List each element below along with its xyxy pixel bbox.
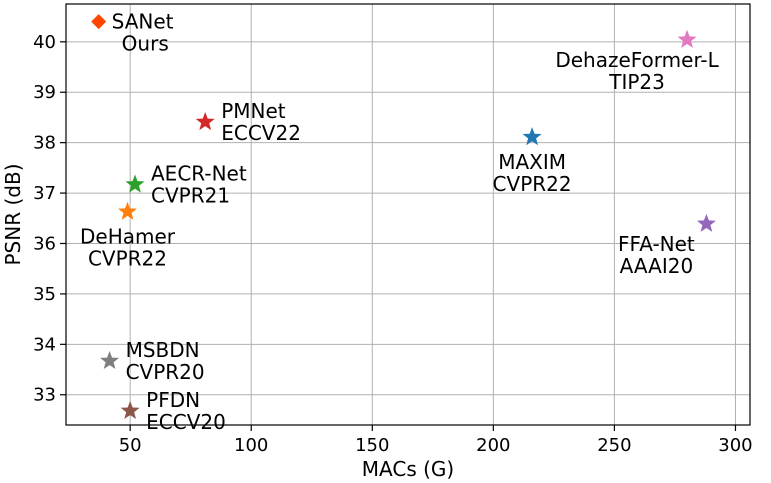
point-sanet-venue: Ours xyxy=(122,32,169,56)
point-pmnet-name: PMNet xyxy=(221,99,286,123)
point-pmnet-marker xyxy=(195,111,215,131)
data-points xyxy=(91,14,716,419)
x-tick-label: 50 xyxy=(119,435,142,456)
point-msbdn-venue: CVPR20 xyxy=(126,360,205,384)
point-pfdn-venue: ECCV20 xyxy=(146,410,226,434)
y-axis-ticks: 33 34 35 36 37 38 39 40 xyxy=(33,32,66,406)
y-axis-label: PSNR (dB) xyxy=(1,164,25,266)
point-dehazeformer-l-marker xyxy=(677,29,697,48)
y-tick-label: 40 xyxy=(33,32,56,53)
y-tick-label: 37 xyxy=(33,183,56,204)
point-aecr-net-name: AECR-Net xyxy=(151,162,247,186)
point-msbdn-name: MSBDN xyxy=(126,338,200,362)
point-maxim-name: MAXIM xyxy=(498,150,566,174)
x-tick-label: 200 xyxy=(476,435,510,456)
x-axis-ticks: 50 100 150 200 250 300 xyxy=(119,425,753,456)
point-dehamer-marker xyxy=(117,201,138,220)
grid-lines xyxy=(66,4,750,425)
point-dehazeformer-l-name: DehazeFormer-L xyxy=(555,48,719,72)
x-tick-label: 100 xyxy=(234,435,268,456)
point-aecr-net-marker xyxy=(125,174,145,193)
point-dehazeformer-l-venue: TIP23 xyxy=(608,70,665,94)
x-axis-label: MACs (G) xyxy=(362,457,454,481)
x-tick-label: 300 xyxy=(718,435,752,456)
point-maxim-venue: CVPR22 xyxy=(493,172,572,196)
plot-frame xyxy=(65,3,751,426)
point-ffa-net-name: FFA-Net xyxy=(618,232,695,256)
point-pmnet-venue: ECCV22 xyxy=(221,121,301,145)
y-tick-label: 38 xyxy=(33,133,56,154)
point-sanet-marker xyxy=(91,14,107,30)
point-dehamer-name: DeHamer xyxy=(80,225,176,249)
point-pfdn-marker xyxy=(120,400,140,419)
y-tick-label: 33 xyxy=(33,385,56,406)
point-maxim-marker xyxy=(522,127,542,146)
x-tick-label: 150 xyxy=(355,435,389,456)
point-ffa-net-marker xyxy=(696,213,716,232)
point-ffa-net-venue: AAAI20 xyxy=(620,254,694,278)
x-tick-label: 250 xyxy=(597,435,631,456)
point-sanet-name: SANet xyxy=(112,10,174,34)
point-msbdn-marker xyxy=(100,350,120,370)
y-tick-label: 36 xyxy=(33,233,56,254)
y-tick-label: 39 xyxy=(33,82,56,103)
point-dehamer-venue: CVPR22 xyxy=(88,247,167,271)
y-tick-label: 35 xyxy=(33,284,56,305)
point-aecr-net-venue: CVPR21 xyxy=(151,184,230,208)
point-pfdn-name: PFDN xyxy=(146,388,200,412)
y-tick-label: 34 xyxy=(33,334,56,355)
